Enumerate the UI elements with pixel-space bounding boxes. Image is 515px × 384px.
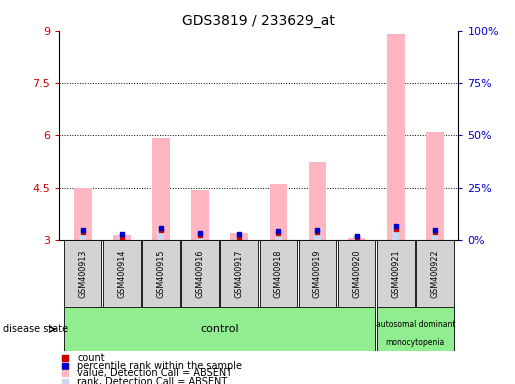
Text: autosomal dominant: autosomal dominant [375,320,455,329]
Bar [103,240,141,307]
Bar [377,307,454,351]
Bar [432,229,438,240]
Bar [416,240,454,307]
Text: GSM400920: GSM400920 [352,249,361,298]
Text: GSM400916: GSM400916 [196,250,204,298]
Bar [181,240,219,307]
Bar [230,233,248,240]
Bar [426,132,444,240]
Text: GSM400922: GSM400922 [431,249,439,298]
Bar [338,240,375,307]
Bar [64,240,101,307]
Text: value, Detection Call = ABSENT: value, Detection Call = ABSENT [77,368,232,378]
Bar [260,240,297,307]
Bar [353,235,360,240]
Text: percentile rank within the sample: percentile rank within the sample [77,361,242,371]
Bar [158,228,164,240]
Bar [197,232,203,240]
Bar [191,190,209,240]
Text: count: count [77,353,105,362]
Text: GSM400915: GSM400915 [157,249,165,298]
Text: GSM400917: GSM400917 [235,249,244,298]
Bar [348,238,366,240]
Text: control: control [200,324,239,334]
Title: GDS3819 / 233629_at: GDS3819 / 233629_at [182,14,335,28]
Text: GSM400913: GSM400913 [78,250,87,298]
Text: monocytopenia: monocytopenia [386,338,445,347]
Bar [152,138,170,240]
Bar [392,225,399,240]
Bar [308,162,327,240]
Bar [377,240,415,307]
Bar [314,229,321,240]
Text: rank, Detection Call = ABSENT: rank, Detection Call = ABSENT [77,377,228,384]
Text: GSM400918: GSM400918 [274,250,283,298]
Text: disease state: disease state [3,324,67,334]
Text: GSM400919: GSM400919 [313,249,322,298]
Bar [236,234,243,240]
Bar [79,229,86,240]
Text: GSM400914: GSM400914 [117,250,126,298]
Text: GSM400921: GSM400921 [391,249,400,298]
Bar [118,234,125,240]
Bar [64,307,375,351]
Bar [74,188,92,240]
Bar [142,240,180,307]
Bar [387,34,405,240]
Bar [113,235,131,240]
Bar [220,240,258,307]
Bar [275,230,282,240]
Bar [299,240,336,307]
Bar [269,184,287,240]
